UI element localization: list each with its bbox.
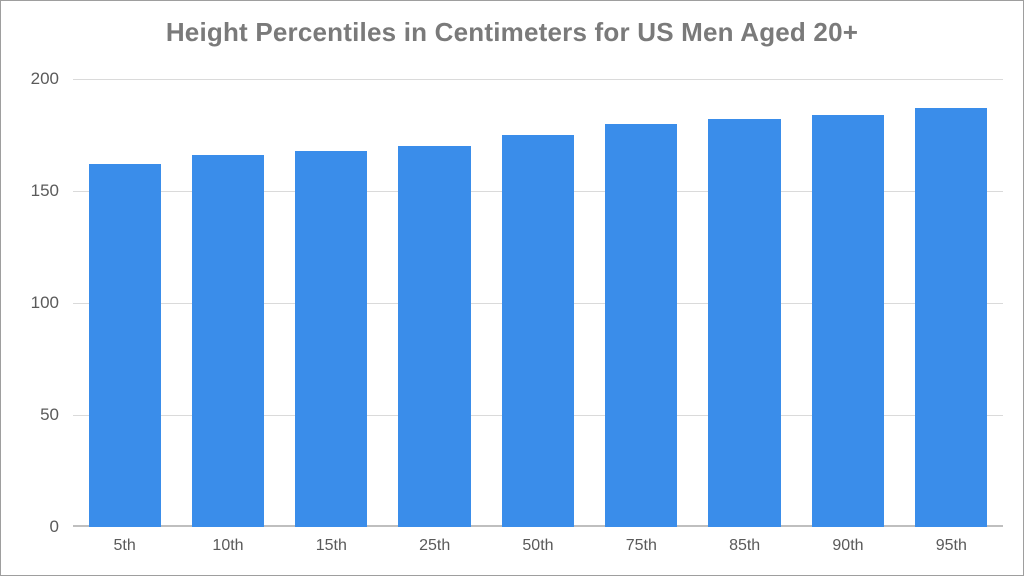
chart-frame: Height Percentiles in Centimeters for US… (0, 0, 1024, 576)
bar (398, 146, 470, 527)
bar-slot: 50th (486, 79, 589, 527)
bars-container: 5th10th15th25th50th75th85th90th95th (73, 79, 1003, 527)
chart-title: Height Percentiles in Centimeters for US… (1, 17, 1023, 48)
x-tick-label: 5th (73, 527, 176, 555)
bar-slot: 25th (383, 79, 486, 527)
bar-slot: 95th (900, 79, 1003, 527)
bar (295, 151, 367, 527)
x-tick-label: 25th (383, 527, 486, 555)
bar-slot: 15th (280, 79, 383, 527)
x-tick-label: 50th (486, 527, 589, 555)
bar-slot: 10th (176, 79, 279, 527)
x-tick-label: 10th (176, 527, 279, 555)
bar-slot: 85th (693, 79, 796, 527)
bar (915, 108, 987, 527)
bar (708, 119, 780, 527)
bar (812, 115, 884, 527)
y-tick-label: 100 (31, 293, 73, 313)
x-tick-label: 95th (900, 527, 1003, 555)
bar-slot: 75th (590, 79, 693, 527)
bar-slot: 90th (796, 79, 899, 527)
plot-area: 050100150200 5th10th15th25th50th75th85th… (73, 79, 1003, 527)
x-tick-label: 90th (796, 527, 899, 555)
y-tick-label: 200 (31, 69, 73, 89)
bar (192, 155, 264, 527)
x-tick-label: 15th (280, 527, 383, 555)
x-tick-label: 85th (693, 527, 796, 555)
bar-slot: 5th (73, 79, 176, 527)
y-tick-label: 50 (40, 405, 73, 425)
bar (89, 164, 161, 527)
y-tick-label: 0 (50, 517, 73, 537)
bar (605, 124, 677, 527)
y-tick-label: 150 (31, 181, 73, 201)
bar (502, 135, 574, 527)
x-tick-label: 75th (590, 527, 693, 555)
